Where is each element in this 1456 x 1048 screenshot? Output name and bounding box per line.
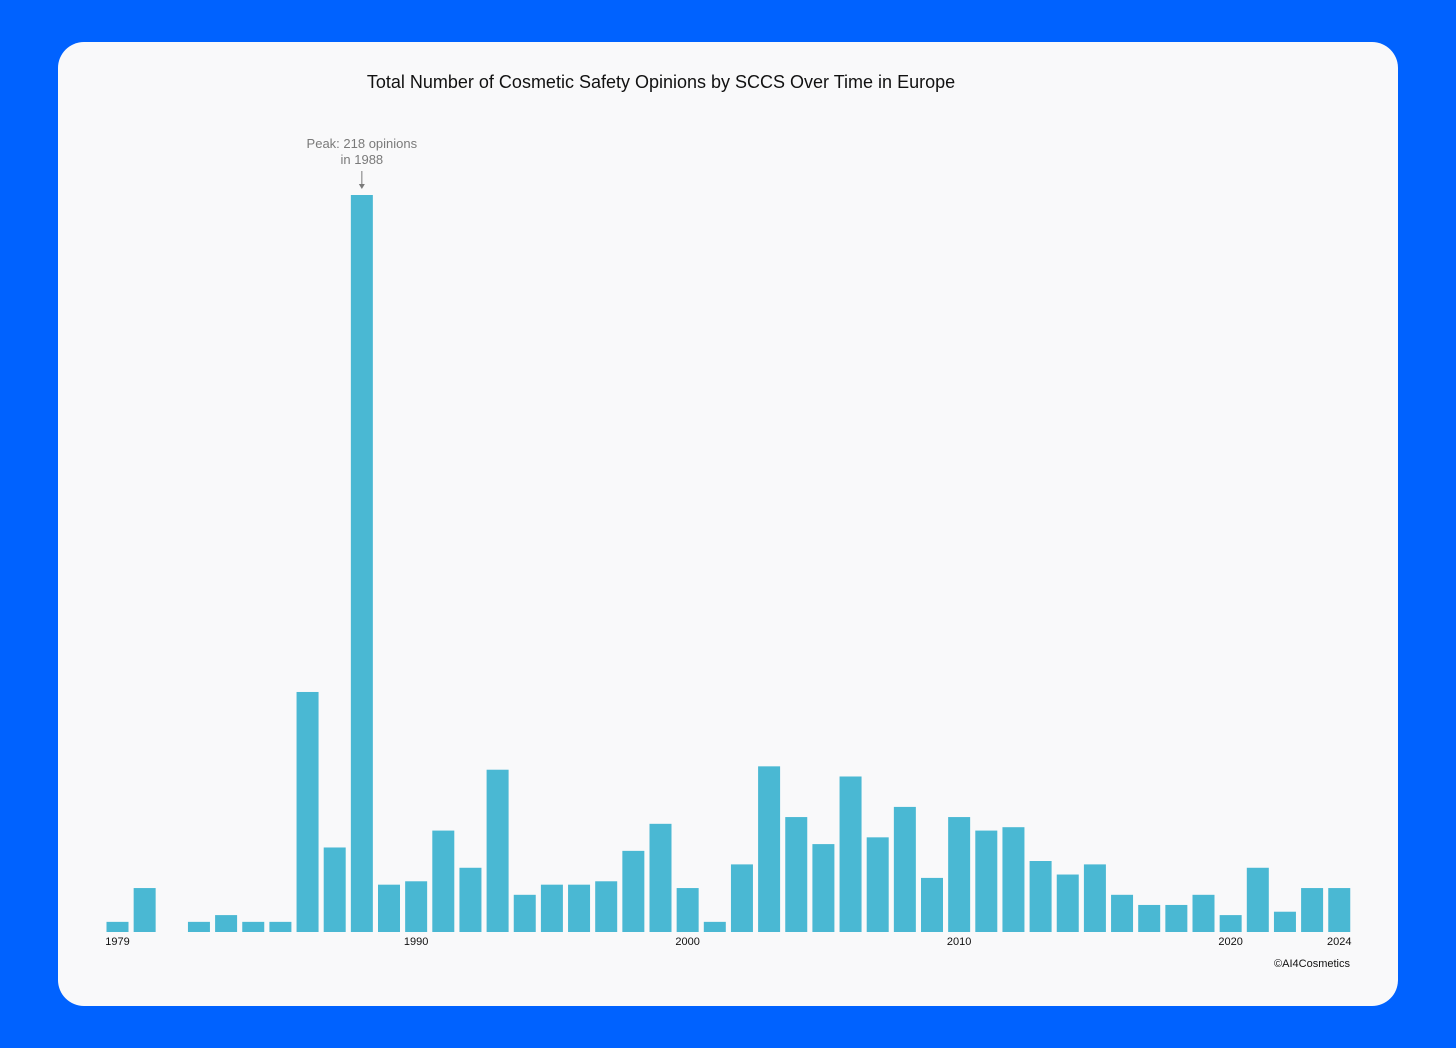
bar-1986 xyxy=(296,691,319,932)
bar-1996 xyxy=(568,884,591,932)
bar-1993 xyxy=(486,769,509,932)
bar-2004 xyxy=(785,817,808,932)
bar-1992 xyxy=(459,867,482,932)
bar-2020 xyxy=(1219,915,1242,932)
peak-annotation: Peak: 218 opinions in 1988 xyxy=(307,136,418,189)
x-tick-label: 2020 xyxy=(1218,936,1242,948)
bar-2012 xyxy=(1002,827,1025,932)
x-tick-label: 2010 xyxy=(947,936,971,948)
bar-2018 xyxy=(1165,904,1188,932)
bar-1984 xyxy=(242,921,265,932)
bars-group xyxy=(106,195,1351,932)
bar-1979 xyxy=(106,921,129,932)
x-tick-labels: 1979 1990 2000 2010 2020 2024 xyxy=(105,936,1351,948)
bar-2009 xyxy=(921,877,943,932)
bar-2008 xyxy=(893,806,916,932)
bar-1995 xyxy=(540,884,563,932)
bar-2001 xyxy=(703,921,726,932)
x-tick-label: 1979 xyxy=(105,936,129,948)
peak-annotation-line2: in 1988 xyxy=(341,152,384,167)
bar-1985 xyxy=(269,921,292,932)
x-tick-label: 2024 xyxy=(1327,936,1351,948)
bar-2002 xyxy=(730,864,753,932)
bar-2019 xyxy=(1192,894,1215,932)
bar-2022 xyxy=(1273,911,1296,932)
bar-1989 xyxy=(378,884,400,932)
bar-2005 xyxy=(812,844,835,932)
peak-annotation-arrow-head xyxy=(358,184,365,189)
bar-2014 xyxy=(1056,874,1079,932)
bar-1988 xyxy=(350,195,373,932)
bar-2003 xyxy=(758,766,781,932)
bar-1994 xyxy=(513,894,536,932)
bar-2013 xyxy=(1029,861,1052,932)
bar-2015 xyxy=(1083,864,1106,932)
bar-1987 xyxy=(323,847,346,932)
bar-2006 xyxy=(839,776,862,932)
bar-2011 xyxy=(975,830,998,932)
bar-1990 xyxy=(405,881,428,932)
bar-1983 xyxy=(215,915,238,932)
bar-2023 xyxy=(1301,888,1324,932)
bar-1998 xyxy=(622,850,645,932)
bar-2017 xyxy=(1138,904,1161,932)
bar-2021 xyxy=(1246,867,1269,932)
x-tick-label: 2000 xyxy=(675,936,699,948)
bar-2024 xyxy=(1328,888,1351,932)
bar-1991 xyxy=(432,830,455,932)
bar-2016 xyxy=(1111,894,1134,932)
x-tick-label: 1990 xyxy=(404,936,428,948)
bar-1999 xyxy=(649,823,672,932)
chart-title: Total Number of Cosmetic Safety Opinions… xyxy=(367,72,955,92)
bar-1980 xyxy=(133,888,156,932)
bar-1997 xyxy=(595,881,618,932)
bar-2000 xyxy=(676,888,699,932)
peak-annotation-line1: Peak: 218 opinions xyxy=(307,136,418,151)
bar-2010 xyxy=(948,817,971,932)
credit-text: ©AI4Cosmetics xyxy=(1274,958,1350,970)
bar-1982 xyxy=(187,921,210,932)
bar-2007 xyxy=(866,837,889,932)
chart-card xyxy=(58,42,1398,1006)
